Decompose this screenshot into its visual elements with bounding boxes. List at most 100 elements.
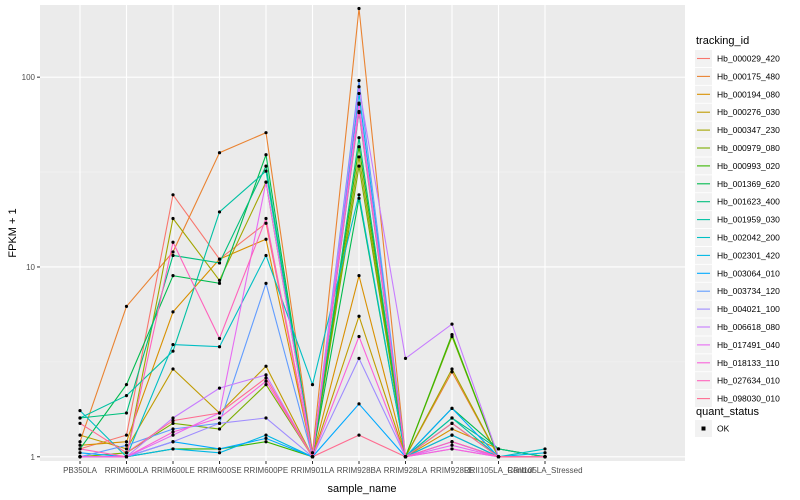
data-point xyxy=(310,455,315,459)
data-point xyxy=(264,364,268,368)
data-point xyxy=(217,281,222,285)
data-point xyxy=(124,394,129,398)
data-point xyxy=(357,164,361,168)
data-point xyxy=(171,416,175,420)
data-point xyxy=(264,169,268,173)
legend-label: Hb_017491_040 xyxy=(717,340,780,350)
legend2-items: OK xyxy=(695,420,730,437)
data-point xyxy=(450,367,454,371)
data-point xyxy=(78,433,82,437)
data-point xyxy=(357,6,361,11)
legend-label: Hb_000347_230 xyxy=(717,125,780,135)
data-point xyxy=(171,349,175,353)
x-tick-label: PB350LA xyxy=(63,466,97,475)
data-point xyxy=(217,278,222,282)
data-point xyxy=(78,416,82,420)
data-point xyxy=(217,411,222,415)
data-point xyxy=(357,356,361,360)
data-point xyxy=(171,310,175,314)
data-point xyxy=(171,250,175,254)
data-point xyxy=(264,237,268,241)
data-point xyxy=(357,91,361,96)
data-point xyxy=(124,304,129,308)
data-point xyxy=(264,164,268,168)
data-point xyxy=(171,433,175,437)
data-point xyxy=(543,451,547,455)
legend-title: tracking_id xyxy=(696,35,749,47)
data-point xyxy=(124,433,129,437)
data-point xyxy=(78,443,82,447)
data-point xyxy=(264,180,268,184)
data-point xyxy=(310,451,315,455)
data-point xyxy=(543,447,547,451)
data-point xyxy=(264,383,268,387)
legend-items: Hb_000029_420 Hb_000175_480 Hb_000194_080 H… xyxy=(695,50,780,408)
data-point xyxy=(124,411,129,415)
legend-label: Hb_000276_030 xyxy=(717,107,780,117)
legend-label: Hb_018133_110 xyxy=(717,358,780,368)
x-tick-label: RRIM928LE xyxy=(430,466,474,475)
y-tick-label: 10 xyxy=(26,263,35,272)
data-point xyxy=(171,342,175,347)
legend-label: Hb_000979_080 xyxy=(717,143,780,153)
legend-label: Hb_001959_030 xyxy=(717,215,780,225)
data-point xyxy=(357,85,361,89)
data-point xyxy=(217,151,222,155)
data-point xyxy=(171,421,175,425)
series-points xyxy=(78,6,547,459)
data-point xyxy=(264,379,268,383)
legend-label: Hb_002042_200 xyxy=(717,233,780,243)
legend-label: Hb_001623_400 xyxy=(717,197,780,207)
legend2-title: quant_status xyxy=(696,406,759,418)
data-point xyxy=(450,427,454,431)
data-point xyxy=(264,281,268,285)
legend-label: Hb_000029_420 xyxy=(717,54,780,64)
data-point xyxy=(124,455,129,459)
data-point xyxy=(450,440,454,444)
data-point xyxy=(357,196,361,200)
data-point xyxy=(357,334,361,339)
legend2-label: OK xyxy=(717,424,730,434)
data-point xyxy=(450,322,454,326)
data-point xyxy=(357,402,361,406)
data-point xyxy=(78,421,82,425)
data-point xyxy=(217,261,222,265)
data-point xyxy=(217,386,222,390)
data-point xyxy=(264,373,268,377)
data-point xyxy=(357,78,361,83)
data-point xyxy=(450,447,454,451)
data-point xyxy=(171,367,175,371)
data-point xyxy=(217,427,222,431)
x-tick-label: RRIM600LE xyxy=(151,466,195,475)
legend: tracking_id Hb_000029_420Hb_000175_480Hb… xyxy=(695,35,780,408)
data-point xyxy=(264,436,268,440)
legend-label: Hb_000993_020 xyxy=(717,161,780,171)
data-point xyxy=(78,409,82,413)
data-point xyxy=(357,314,361,318)
legend-label: Hb_098030_010 xyxy=(717,394,780,404)
data-point xyxy=(264,376,268,380)
data-point xyxy=(264,131,268,135)
data-point xyxy=(543,455,547,459)
legend2-key-marker xyxy=(701,426,706,431)
data-point xyxy=(357,155,361,159)
x-tick-label: RRIM928LA xyxy=(384,466,428,475)
data-point xyxy=(496,455,501,459)
data-point xyxy=(171,430,175,434)
x-tick-label: RRII105LA_Stressed xyxy=(507,466,582,475)
data-point xyxy=(450,406,454,410)
data-point xyxy=(264,440,268,444)
legend-label: Hb_004021_100 xyxy=(717,304,780,314)
data-point xyxy=(124,383,129,387)
data-point xyxy=(403,455,408,459)
data-point xyxy=(217,336,222,341)
data-point xyxy=(264,216,268,221)
data-point xyxy=(357,274,361,278)
y-axis-title: FPKM + 1 xyxy=(7,208,19,257)
data-point xyxy=(171,193,175,197)
data-point xyxy=(171,419,175,423)
data-point xyxy=(310,383,315,387)
data-point xyxy=(357,136,361,140)
x-axis: PB350LA RRIM600LA RRIM600LE RRIM600SE RRIM60… xyxy=(63,461,583,475)
